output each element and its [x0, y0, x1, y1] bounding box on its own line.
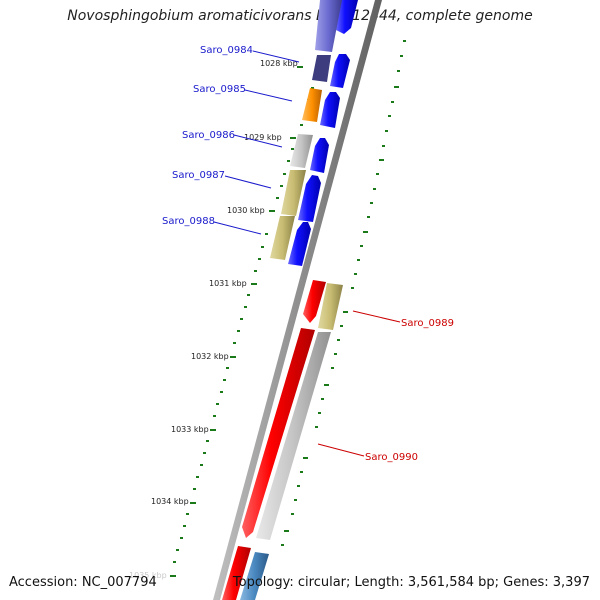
gene-arrow[interactable] — [310, 138, 329, 173]
gene-arrow[interactable] — [303, 280, 326, 323]
gene-arrow[interactable] — [336, 0, 358, 34]
gene-label[interactable]: Saro_0988 — [162, 216, 215, 227]
gene-block[interactable] — [312, 55, 331, 82]
gene-block[interactable] — [256, 332, 331, 540]
gene-arrow[interactable] — [298, 175, 321, 222]
gene-block[interactable] — [302, 88, 322, 122]
gene-label[interactable]: Saro_0987 — [172, 170, 225, 181]
kbp-label: 1032 kbp — [191, 352, 229, 361]
gene-label[interactable]: Saro_0990 — [365, 452, 418, 463]
gene-block[interactable] — [240, 552, 269, 600]
kbp-label: 1028 kbp — [260, 59, 298, 68]
reverse-strand-genes — [222, 280, 343, 600]
gene-label[interactable]: Saro_0986 — [182, 130, 235, 141]
gene-arrow[interactable] — [320, 92, 340, 128]
kbp-label: 1035 kbp — [129, 571, 167, 580]
gene-arrow[interactable] — [330, 54, 350, 88]
gene-block[interactable] — [315, 0, 342, 52]
gene-block[interactable] — [281, 170, 306, 216]
topology-label: Topology: circular; Length: 3,561,584 bp… — [232, 575, 590, 590]
accession-label: Accession: NC_007794 — [9, 575, 157, 590]
kbp-label: 1033 kbp — [171, 425, 209, 434]
gene-block[interactable] — [270, 216, 295, 260]
forward-strand-genes — [288, 0, 358, 266]
gene-arrow[interactable] — [242, 328, 315, 538]
label-leaders — [213, 50, 401, 457]
page-title: Novosphingobium aromaticivorans DSM 1244… — [67, 8, 533, 24]
neighbor-genes — [270, 0, 342, 260]
gene-arrow[interactable] — [288, 222, 311, 266]
gene-arrow[interactable] — [222, 546, 251, 600]
kbp-label: 1034 kbp — [151, 497, 189, 506]
gene-label[interactable]: Saro_0985 — [193, 84, 246, 95]
right-tick-track — [281, 40, 406, 546]
kbp-label: 1030 kbp — [227, 206, 265, 215]
gene-label[interactable]: Saro_0989 — [401, 318, 454, 329]
gene-label[interactable]: Saro_0984 — [200, 45, 253, 56]
gene-block[interactable] — [318, 283, 343, 330]
kbp-label: 1031 kbp — [209, 279, 247, 288]
genome-backbone — [213, 0, 382, 600]
kbp-label: 1029 kbp — [244, 133, 282, 142]
left-tick-track — [170, 62, 321, 577]
gene-block[interactable] — [290, 134, 313, 168]
